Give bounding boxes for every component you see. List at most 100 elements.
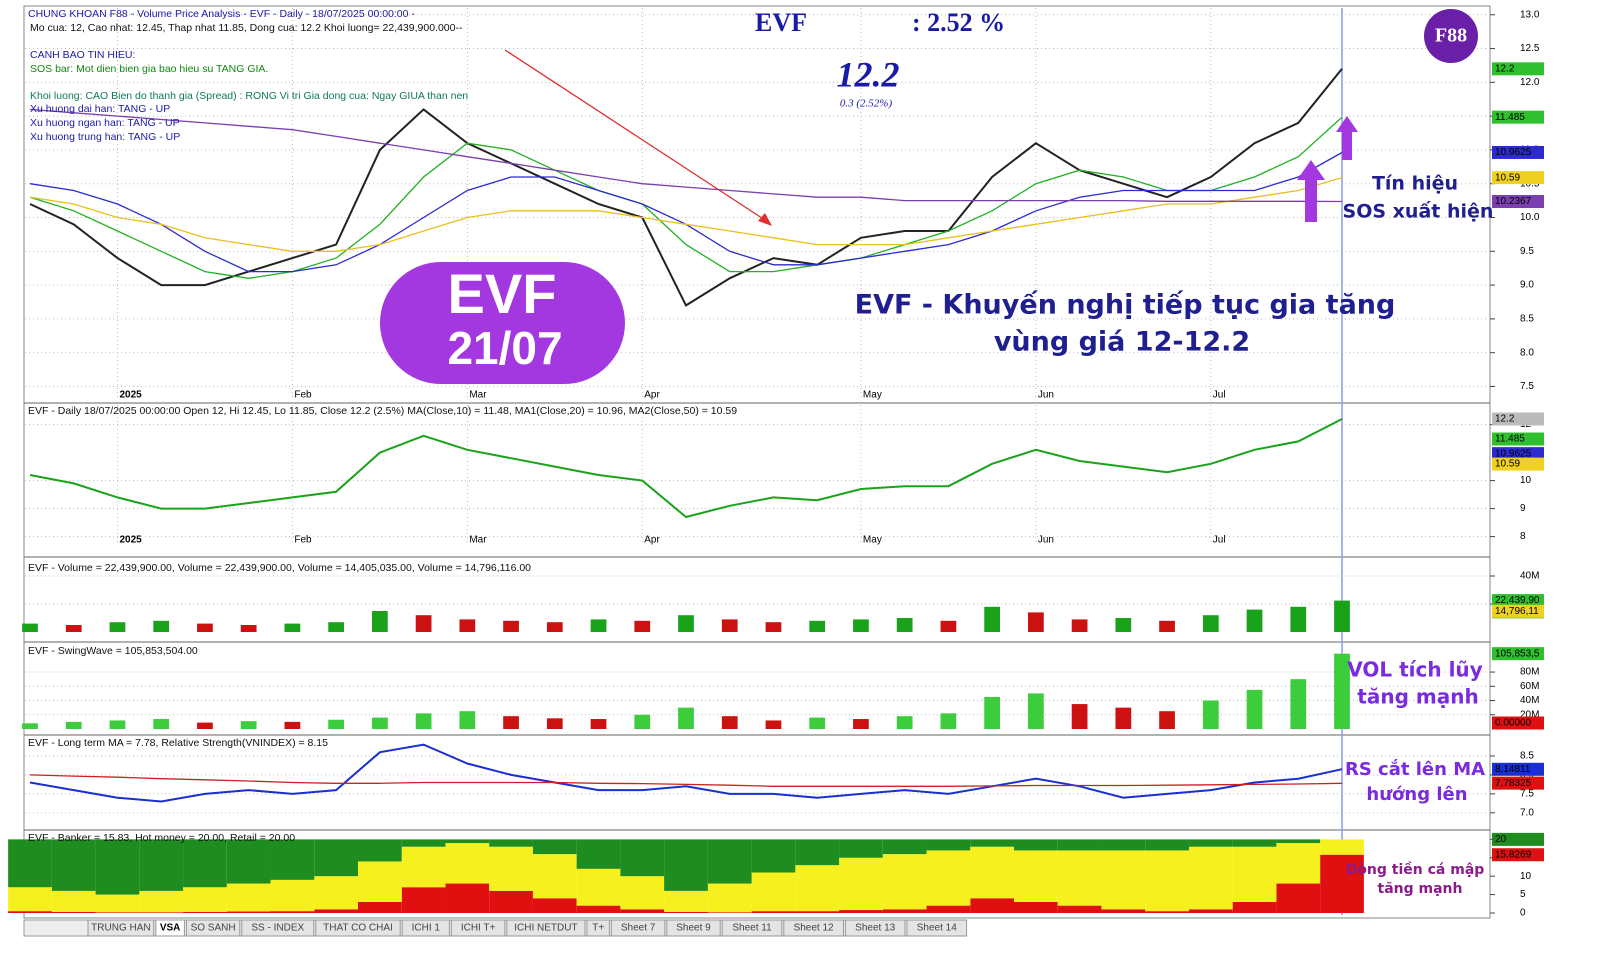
stacked-bar	[314, 876, 358, 910]
stacked-bar	[664, 890, 708, 912]
value-tag	[1492, 776, 1544, 790]
sheet-tab[interactable]	[610, 919, 666, 937]
stacked-bar	[95, 912, 140, 913]
bar	[415, 615, 432, 632]
bar	[546, 622, 563, 632]
stacked-bar	[664, 839, 708, 891]
stacked-bar	[139, 912, 184, 913]
sheet-tab[interactable]	[401, 919, 450, 937]
sheet-tab-label[interactable]: Sheet 11	[732, 923, 772, 934]
x-tick-label: Feb	[294, 535, 312, 546]
sheet-tab-label[interactable]: THAT CO CHAI	[323, 923, 393, 934]
sheet-tab-label[interactable]: SO SANH	[191, 923, 236, 934]
sheet-tab[interactable]	[87, 919, 155, 937]
stacked-bar	[226, 911, 271, 913]
bar	[240, 625, 257, 632]
stacked-bar	[751, 911, 796, 913]
stacked-bar	[226, 839, 271, 884]
overlay: Mo cua: 12, Cao nhat: 12.45, Thap nhat 1…	[30, 8, 1493, 897]
stacked-bar	[8, 887, 52, 912]
sheet-tab[interactable]	[506, 919, 586, 937]
sheet-tab-label[interactable]: Sheet 9	[676, 923, 711, 934]
sheet-tab-label[interactable]: ICHI NETDUT	[514, 923, 577, 934]
stacked-bar	[401, 846, 446, 888]
sheet-tab-label[interactable]: Sheet 7	[621, 923, 656, 934]
sheet-tab[interactable]	[315, 919, 401, 937]
bar	[197, 722, 213, 729]
stacked-bar	[882, 839, 927, 855]
value-tag-label: 11.485	[1495, 112, 1525, 123]
y-tick-label: 7.5	[1520, 381, 1534, 392]
sheet-tab[interactable]	[241, 919, 315, 937]
sheet-tab-label[interactable]: SS - INDEX	[251, 923, 304, 934]
bar	[459, 711, 476, 729]
stacked-bar	[95, 894, 140, 913]
sheet-tab[interactable]	[906, 919, 968, 937]
stacked-bar	[795, 911, 840, 913]
bar	[415, 713, 432, 729]
sheet-tab[interactable]	[721, 919, 783, 937]
stacked-bar	[489, 839, 533, 847]
bar	[153, 620, 170, 632]
x-tick-label: May	[863, 535, 882, 546]
x-tick-label: 2025	[119, 390, 142, 401]
value-tag	[1492, 594, 1544, 608]
stacked-bar	[8, 839, 52, 888]
value-tag-label: 8.14811	[1495, 764, 1531, 775]
stacked-bar	[1014, 839, 1058, 851]
bar	[65, 721, 82, 729]
stacked-bar	[358, 839, 402, 862]
sheet-tab[interactable]	[450, 919, 506, 937]
stacked-bar	[1276, 883, 1321, 913]
stacked-bar	[576, 905, 621, 913]
y-tick-label: 10	[1520, 871, 1532, 882]
sheet-tab-label[interactable]: ICHI T+	[461, 923, 496, 934]
value-tag	[1492, 647, 1544, 661]
x-tick-label: Jul	[1213, 535, 1226, 546]
sheet-tab[interactable]	[185, 919, 241, 937]
stacked-bar	[576, 868, 621, 906]
stacked-bar	[926, 850, 971, 906]
x-tick-label: 2025	[119, 535, 142, 546]
bar	[1159, 711, 1175, 729]
sheet-tab-label[interactable]: Sheet 14	[917, 923, 957, 934]
sheet-tab-label[interactable]: ICHI 1	[412, 923, 441, 934]
sheet-tab-label[interactable]: Sheet 12	[794, 923, 834, 934]
x-tick-label: Jun	[1038, 535, 1054, 546]
sheet-tab-label[interactable]: TRUNG HAN	[91, 923, 150, 934]
volume-note: Khoi luong: CAO Bien do thanh gia (Sprea…	[30, 90, 468, 102]
value-tag	[1492, 412, 1544, 426]
stacked-bar	[445, 839, 490, 844]
stacked-bar	[314, 839, 358, 877]
y-tick-label: 0	[1520, 908, 1526, 919]
bar	[503, 716, 519, 729]
y-tick-label: 7.5	[1520, 789, 1534, 800]
bar	[590, 619, 607, 632]
sheet-tab[interactable]	[155, 919, 185, 937]
value-tag	[1492, 171, 1544, 185]
stacked-bar	[1188, 909, 1233, 913]
value-tag	[1492, 832, 1544, 846]
sheet-tab-label[interactable]: T+	[592, 923, 604, 934]
stacked-bar	[620, 839, 665, 877]
sheet-tab[interactable]	[586, 919, 610, 937]
bar	[1115, 707, 1132, 729]
stacked-bar	[795, 839, 840, 866]
stacked-bar	[1014, 850, 1058, 902]
ticker: EVF	[755, 8, 807, 37]
sheet-tab-label[interactable]: Sheet 13	[855, 923, 895, 934]
stacked-bar	[358, 901, 402, 913]
sheet-tab[interactable]	[783, 919, 844, 937]
stacked-bar	[1276, 839, 1321, 844]
sheet-tab-label[interactable]: VSA	[160, 923, 181, 934]
value-tag	[1492, 62, 1544, 76]
flow-note: tăng mạnh	[1378, 881, 1463, 897]
sheet-tab[interactable]	[844, 919, 906, 937]
y-tick-label: 10.0	[1520, 212, 1540, 223]
bar	[765, 720, 782, 729]
series-line	[29, 418, 1343, 519]
panel-title: EVF - Volume = 22,439,900.00, Volume = 2…	[28, 562, 531, 574]
stacked-bar	[358, 861, 402, 902]
sheet-tab[interactable]	[666, 919, 721, 937]
